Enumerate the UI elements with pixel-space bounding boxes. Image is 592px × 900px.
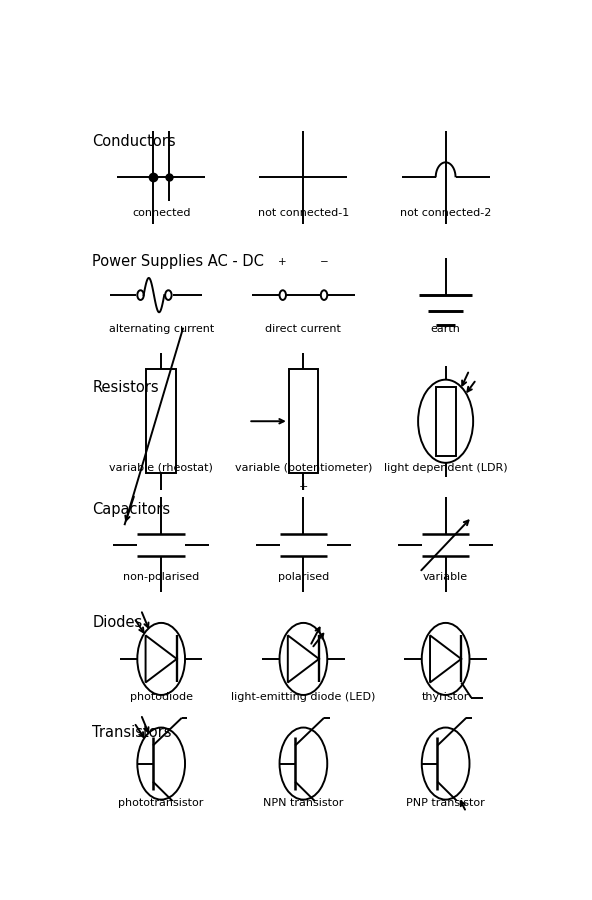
Text: Power Supplies AC - DC: Power Supplies AC - DC bbox=[92, 254, 264, 268]
Circle shape bbox=[279, 727, 327, 799]
Text: PNP transistor: PNP transistor bbox=[406, 798, 485, 808]
Circle shape bbox=[137, 623, 185, 695]
Text: Resistors: Resistors bbox=[92, 380, 159, 395]
Text: +: + bbox=[299, 482, 308, 492]
Text: variable: variable bbox=[423, 572, 468, 582]
Text: Diodes: Diodes bbox=[92, 616, 143, 630]
Text: direct current: direct current bbox=[265, 324, 342, 334]
Bar bbox=[289, 369, 318, 473]
Text: phototransistor: phototransistor bbox=[118, 798, 204, 808]
Text: NPN transistor: NPN transistor bbox=[263, 798, 343, 808]
Circle shape bbox=[422, 727, 469, 799]
Text: polarised: polarised bbox=[278, 572, 329, 582]
Text: earth: earth bbox=[431, 324, 461, 334]
Text: variable (rheostat): variable (rheostat) bbox=[110, 463, 213, 473]
Text: thyristor: thyristor bbox=[422, 691, 469, 701]
Text: Capacitors: Capacitors bbox=[92, 501, 170, 517]
Text: Transistors: Transistors bbox=[92, 724, 172, 740]
Text: +: + bbox=[278, 257, 287, 267]
Polygon shape bbox=[430, 635, 461, 682]
Text: photodiode: photodiode bbox=[130, 691, 192, 701]
Text: connected: connected bbox=[132, 209, 191, 219]
Polygon shape bbox=[288, 635, 319, 682]
Text: not connected-1: not connected-1 bbox=[258, 209, 349, 219]
Circle shape bbox=[422, 623, 469, 695]
Text: light dependent (LDR): light dependent (LDR) bbox=[384, 463, 507, 473]
Text: light-emitting diode (LED): light-emitting diode (LED) bbox=[231, 691, 375, 701]
Text: not connected-2: not connected-2 bbox=[400, 209, 491, 219]
Circle shape bbox=[137, 727, 185, 799]
Circle shape bbox=[279, 623, 327, 695]
Polygon shape bbox=[146, 635, 177, 682]
Text: non-polarised: non-polarised bbox=[123, 572, 200, 582]
Text: alternating current: alternating current bbox=[108, 324, 214, 334]
Text: −: − bbox=[320, 257, 329, 267]
Circle shape bbox=[418, 380, 473, 463]
Bar bbox=[436, 387, 456, 456]
Text: variable (potentiometer): variable (potentiometer) bbox=[234, 463, 372, 473]
Bar bbox=[146, 369, 176, 473]
Text: Conductors: Conductors bbox=[92, 134, 176, 149]
